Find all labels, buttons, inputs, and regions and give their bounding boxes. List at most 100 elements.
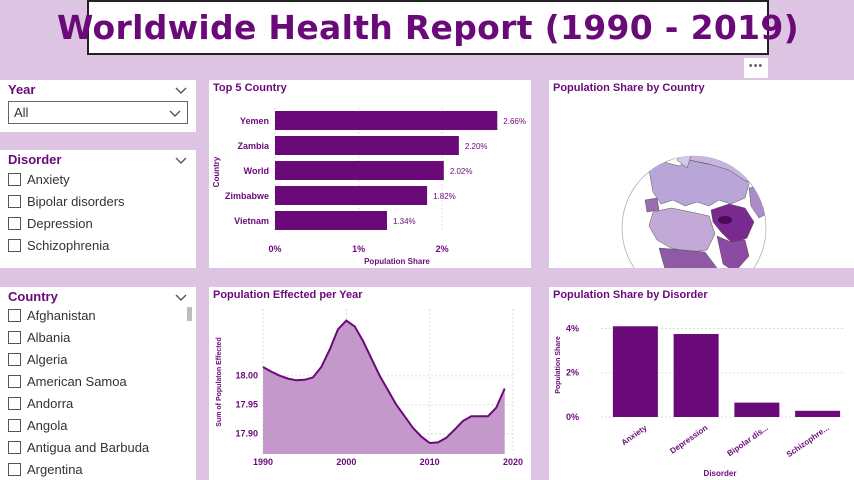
y-tick-label: 17.95 bbox=[235, 400, 258, 410]
category-label: Zambia bbox=[237, 141, 270, 151]
country-item[interactable]: Antigua and Barbuda bbox=[0, 436, 196, 458]
x-tick-label: 1990 bbox=[253, 457, 273, 467]
bar bbox=[275, 136, 459, 155]
checkbox[interactable] bbox=[8, 330, 21, 344]
country-item[interactable]: American Samoa bbox=[0, 370, 196, 392]
top5-title: Top 5 Country bbox=[213, 82, 287, 94]
country-item[interactable]: Algeria bbox=[0, 348, 196, 370]
map-region-arabia bbox=[716, 235, 750, 268]
checkbox[interactable] bbox=[8, 374, 21, 388]
top5-bar-chart: 0% 1% 2% Yemen 2.66% Zambia 2.20% World 2.02% Zim… bbox=[212, 108, 526, 266]
x-tick-label: 2% bbox=[436, 244, 449, 254]
category-label: Zimbabwe bbox=[225, 191, 269, 201]
y-axis-label: Population Share bbox=[555, 336, 562, 394]
category-label: World bbox=[244, 166, 269, 176]
y-tick-label: 4% bbox=[566, 323, 579, 333]
bar bbox=[612, 326, 658, 417]
y-tick-label: 0% bbox=[566, 412, 579, 422]
checkbox[interactable] bbox=[8, 172, 21, 186]
checkbox[interactable] bbox=[8, 216, 21, 230]
category-label: Depression bbox=[668, 423, 709, 455]
map-region-scandinavia bbox=[676, 156, 692, 169]
disorder-slicer: Disorder Anxiety Bipolar disorders Depress… bbox=[0, 150, 196, 268]
disorder-visual: Population Share by Disorder 0% 2% 4% Anxie… bbox=[549, 287, 854, 480]
chevron-down-icon[interactable] bbox=[174, 292, 188, 302]
bar bbox=[275, 211, 387, 230]
more-options-button[interactable]: ••• bbox=[744, 58, 768, 78]
disorder-item[interactable]: Depression bbox=[0, 212, 196, 234]
country-item-label: Antigua and Barbuda bbox=[27, 439, 150, 455]
country-slicer: Country Afghanistan Albania Algeria America… bbox=[0, 287, 196, 480]
country-item-label: American Samoa bbox=[27, 373, 127, 389]
chevron-down-icon[interactable] bbox=[174, 155, 188, 165]
year-area-chart: 17.90 17.95 18.00 1990 2000 2010 2020 Sum of Po… bbox=[216, 309, 523, 467]
country-scrollbar[interactable] bbox=[187, 307, 192, 321]
map-region-europe bbox=[648, 159, 750, 207]
data-label: 2.02% bbox=[450, 167, 473, 176]
x-tick-label: 1% bbox=[352, 244, 365, 254]
country-item[interactable]: Angola bbox=[0, 414, 196, 436]
checkbox[interactable] bbox=[8, 418, 21, 432]
map-region-central-africa bbox=[658, 247, 718, 268]
bar bbox=[673, 334, 719, 417]
disorder-slicer-header: Disorder bbox=[0, 150, 196, 167]
x-axis-label: Disorder bbox=[704, 469, 737, 478]
y-tick-label: 18.00 bbox=[235, 371, 258, 381]
map-region-iberia bbox=[644, 197, 660, 213]
data-label: 2.66% bbox=[503, 117, 526, 126]
country-item[interactable]: Albania bbox=[0, 326, 196, 348]
year-dropdown-value: All bbox=[14, 105, 29, 120]
year-slicer: Year All bbox=[0, 80, 196, 132]
map-region-north-africa bbox=[648, 207, 716, 253]
bar bbox=[275, 111, 498, 130]
country-slicer-title: Country bbox=[8, 289, 58, 304]
globe-map[interactable] bbox=[549, 80, 854, 268]
map-highlight-region bbox=[718, 216, 732, 224]
x-tick-label: 0% bbox=[268, 244, 281, 254]
checkbox[interactable] bbox=[8, 462, 21, 476]
map-region-middle-east bbox=[710, 203, 755, 245]
year-dropdown[interactable]: All bbox=[8, 101, 188, 124]
bar bbox=[275, 186, 428, 205]
checkbox[interactable] bbox=[8, 238, 21, 252]
checkbox[interactable] bbox=[8, 194, 21, 208]
disorder-item[interactable]: Bipolar disorders bbox=[0, 190, 196, 212]
report-title: Worldwide Health Report (1990 - 2019) bbox=[57, 8, 799, 47]
category-label: Vietnam bbox=[234, 216, 269, 226]
y-tick-label: 17.90 bbox=[235, 429, 258, 439]
category-label: Yemen bbox=[240, 116, 269, 126]
chevron-down-icon[interactable] bbox=[174, 85, 188, 95]
disorder-item[interactable]: Anxiety bbox=[0, 168, 196, 190]
country-item-label: Argentina bbox=[27, 461, 83, 477]
checkbox[interactable] bbox=[8, 440, 21, 454]
bar bbox=[795, 410, 841, 417]
disorder-item-label: Anxiety bbox=[27, 171, 70, 187]
category-label: Anxiety bbox=[620, 423, 649, 447]
chevron-down-icon bbox=[169, 110, 181, 117]
country-item-label: Algeria bbox=[27, 351, 68, 367]
bar bbox=[734, 402, 780, 417]
country-item-label: Angola bbox=[27, 417, 68, 433]
country-item[interactable]: Andorra bbox=[0, 392, 196, 414]
x-axis-label: Population Share bbox=[364, 257, 430, 266]
report-title-box: Worldwide Health Report (1990 - 2019) bbox=[57, 0, 799, 55]
checkbox[interactable] bbox=[8, 396, 21, 410]
y-axis-label: Sum of Populaton Effected bbox=[216, 337, 223, 426]
country-item[interactable]: Afghanistan bbox=[0, 304, 196, 326]
checkbox[interactable] bbox=[8, 352, 21, 366]
country-item[interactable]: Argentina bbox=[0, 458, 196, 480]
data-label: 2.20% bbox=[465, 142, 488, 151]
disorder-item-label: Schizophrenia bbox=[27, 237, 110, 253]
country-slicer-header: Country bbox=[0, 287, 196, 304]
y-axis-label: Country bbox=[212, 156, 221, 187]
year-visual: Population Effected per Year 17.90 17.95 1… bbox=[209, 287, 531, 480]
series-line bbox=[262, 319, 506, 445]
category-label: Bipolar dis... bbox=[726, 423, 770, 458]
x-tick-label: 2020 bbox=[503, 457, 523, 467]
x-tick-label: 2010 bbox=[420, 457, 440, 467]
category-label: Schizophre... bbox=[785, 423, 831, 459]
bar bbox=[275, 161, 444, 180]
disorder-item-label: Bipolar disorders bbox=[27, 193, 125, 209]
checkbox[interactable] bbox=[8, 308, 21, 322]
disorder-item[interactable]: Schizophrenia bbox=[0, 234, 196, 256]
